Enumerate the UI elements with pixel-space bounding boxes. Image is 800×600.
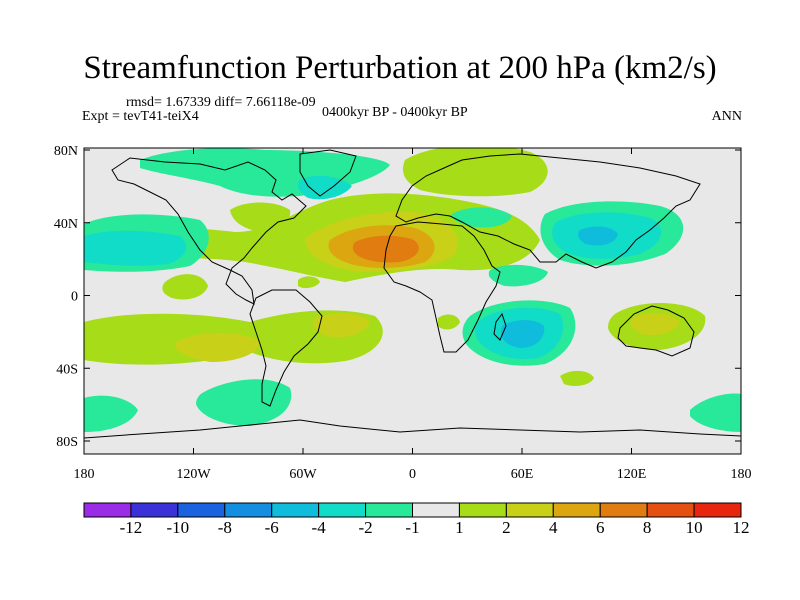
colorbar-label: 4 [549,518,558,537]
contour-region-positive-epac [162,274,208,300]
contour-region-negative-indian-3 [500,320,545,348]
lat-tick-label: 80S [56,435,78,450]
contour-region-negative-so-east [690,393,741,432]
period-label: 0400kyr BP - 0400kyr BP [322,105,468,120]
longitude-labels: 180 120W 60W 0 60E 120E 180 [74,467,752,482]
lat-tick-label: 80N [54,144,78,159]
colorbar-swatch [412,502,460,518]
colorbar-label: 10 [686,518,703,537]
lon-tick-label: 60W [289,467,317,482]
contour-region-positive-epac-2 [298,276,320,289]
contour-region-negative-westpac-3 [578,226,618,246]
lon-tick-label: 180 [731,467,752,482]
contour-region-positive-southpac-2 [174,332,261,362]
coastline-australia [617,305,695,357]
colorbar-label: -12 [120,518,143,537]
coastline-greenland [299,149,357,197]
colorbar [83,502,742,518]
colorbar-swatch [83,502,132,518]
contour-region-negative-so-west [84,395,138,432]
colorbar-swatch [505,502,554,518]
map-background [84,148,741,454]
lon-tick-label: 120E [617,467,647,482]
colorbar-labels: -12 -10 -8 -6 -4 -2 -1 1 2 4 6 8 10 12 [120,518,750,537]
colorbar-label: 1 [455,518,464,537]
colorbar-swatch [458,502,507,518]
colorbar-label: -1 [405,518,419,537]
contour-region-positive-atlantic [312,313,370,338]
experiment-label: Expt = tevT41-teiX4 [82,109,199,124]
contour-region-negative-pacific-2 [84,230,187,266]
axis-ticks [83,148,742,454]
colorbar-swatch [318,502,367,518]
colorbar-label: -4 [312,518,327,537]
colorbar-label: 6 [596,518,605,537]
rmsd-diff-stats: rmsd= 1.67339 diff= 7.66118e-09 [126,95,316,110]
colorbar-swatch [177,502,226,518]
colorbar-label: -2 [358,518,372,537]
lat-tick-label: 40S [56,362,78,377]
colorbar-label: 8 [643,518,652,537]
colorbar-swatch [365,502,414,518]
latitude-labels: 80N 40N 0 40S 80S [54,144,78,450]
lon-tick-label: 120W [176,467,211,482]
colorbar-label: 2 [502,518,511,537]
colorbar-swatch [646,502,695,518]
contour-region-negative-so-atlantic [196,379,292,426]
colorbar-swatch [693,502,742,518]
coastline-antarctica [84,419,741,439]
season-label: ANN [711,109,742,124]
coastline-south-america [249,289,323,407]
colorbar-label: -10 [167,518,190,537]
lat-tick-label: 40N [54,217,78,232]
colorbar-label: -6 [265,518,279,537]
contour-region-positive-so-indian [560,370,594,386]
contour-fields [84,148,741,432]
coastline-africa [383,221,501,353]
contour-region-negative-arabia [488,264,548,287]
contour-region-positive-madagascar [438,314,460,330]
coastline-eurasia [395,153,701,269]
contour-region-positive-australia-2 [630,313,680,336]
lon-tick-label: 0 [409,467,416,482]
colorbar-label: -8 [218,518,232,537]
contour-region-positive-siberia [402,148,548,197]
colorbar-swatch [552,502,601,518]
colorbar-swatch [224,502,273,518]
colorbar-swatch [130,502,179,518]
colorbar-label: 12 [733,518,750,537]
coastline-north-america [111,157,307,305]
colorbar-swatch [271,502,320,518]
lat-tick-label: 0 [71,290,78,305]
coastlines [84,149,741,439]
coastline-madagascar [493,312,507,341]
colorbar-swatch [599,502,648,518]
lon-tick-label: 180 [74,467,95,482]
contour-region-negative-centralasia [451,207,512,228]
chart-title: Streamfunction Perturbation at 200 hPa (… [83,50,717,86]
lon-tick-label: 60E [511,467,534,482]
